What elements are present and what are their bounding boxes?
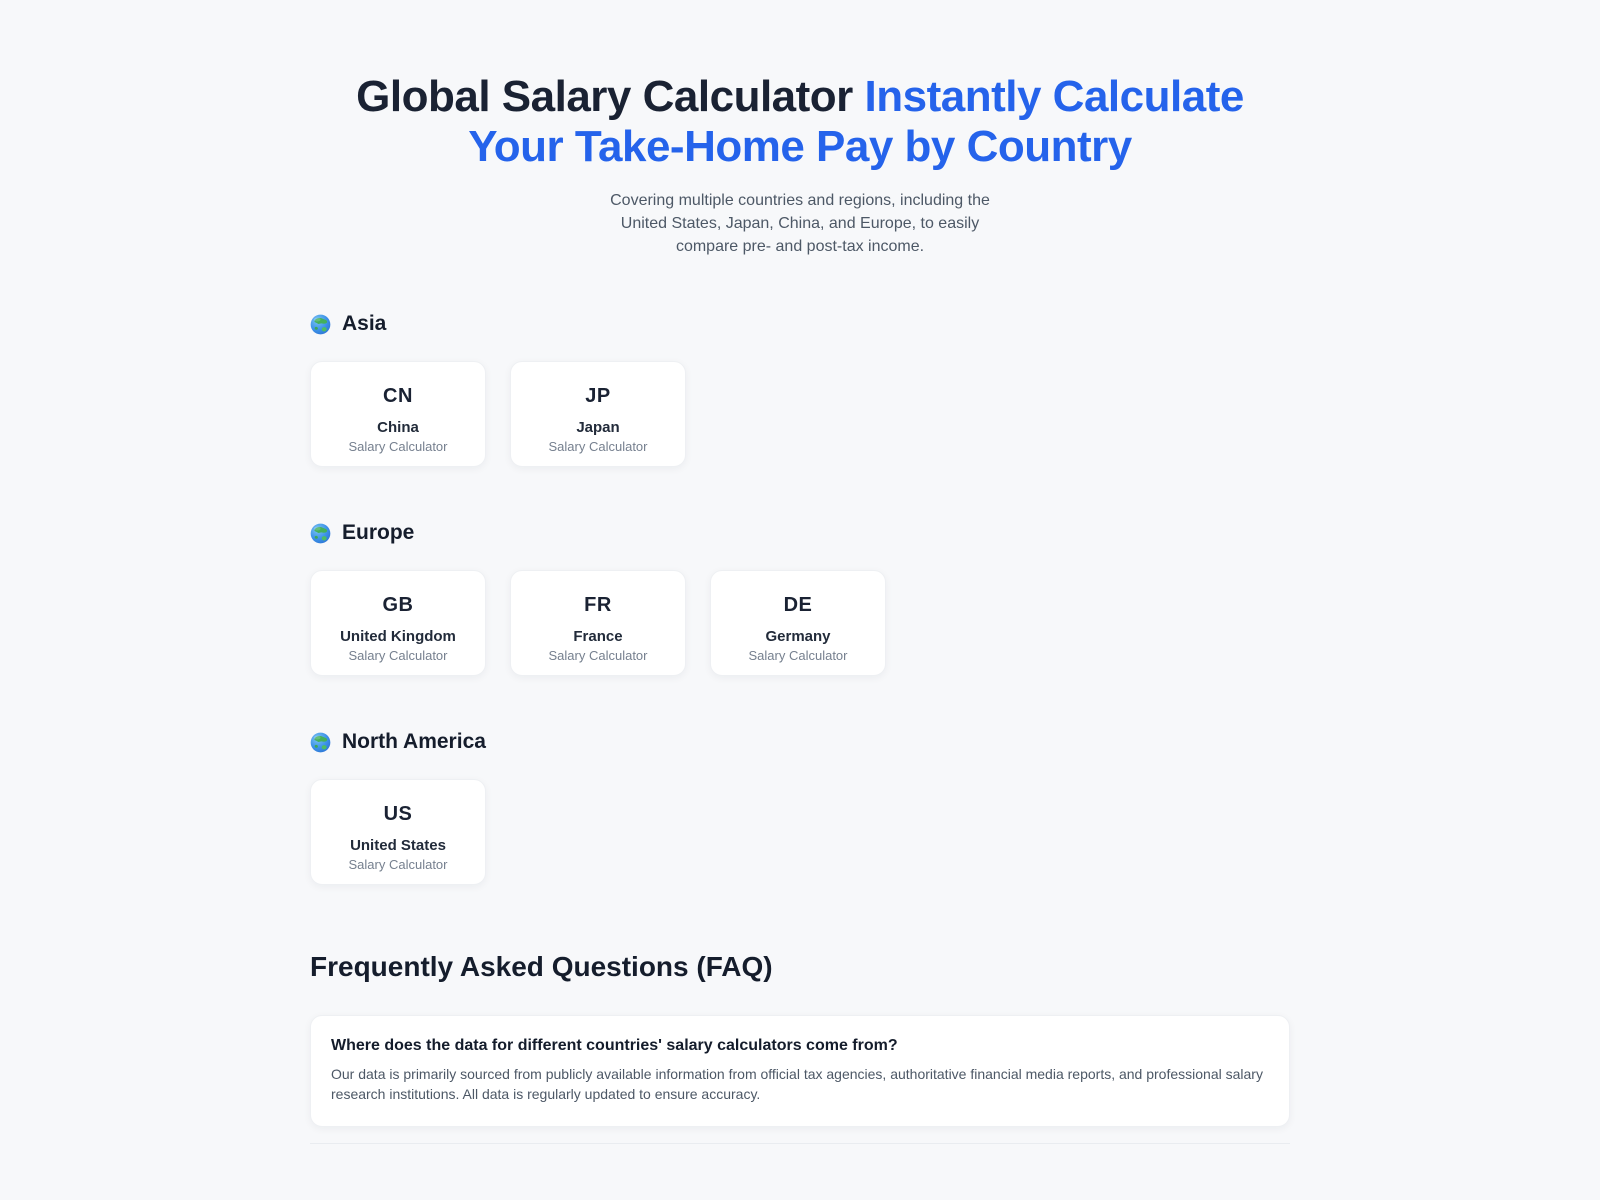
country-card-us[interactable]: US United States Salary Calculator: [310, 779, 486, 886]
page-subtitle: Covering multiple countries and regions,…: [610, 192, 990, 255]
country-code: US: [383, 803, 413, 826]
globe-asia-icon: [310, 314, 331, 335]
country-code: JP: [585, 385, 611, 408]
country-card-gb[interactable]: GB United Kingdom Salary Calculator: [310, 570, 486, 677]
country-card-de[interactable]: DE Germany Salary Calculator: [710, 570, 886, 677]
country-card-label: Salary Calculator: [748, 648, 848, 664]
page-content: Global Salary Calculator Instantly Calcu…: [310, 0, 1290, 1145]
country-card-label: Salary Calculator: [548, 439, 648, 455]
page-title-accent: Instantly Calculate Your Take-Home Pay b…: [468, 72, 1244, 172]
region-section-asia: Asia CN China Salary Calculator JP Japan…: [310, 312, 1290, 468]
country-name: Germany: [765, 628, 831, 646]
country-card-label: Salary Calculator: [348, 648, 448, 664]
country-card-label: Salary Calculator: [348, 857, 448, 873]
card-row: CN China Salary Calculator JP Japan Sala…: [310, 361, 1290, 468]
region-header: Europe: [310, 521, 1290, 545]
faq-answer: Our data is primarily sourced from publi…: [331, 1066, 1263, 1103]
country-name: Japan: [576, 419, 620, 437]
region-header: Asia: [310, 312, 1290, 336]
country-card-label: Salary Calculator: [348, 439, 448, 455]
card-row: GB United Kingdom Salary Calculator FR F…: [310, 570, 1290, 677]
country-name: France: [573, 628, 623, 646]
country-code: DE: [783, 594, 813, 617]
country-code: GB: [382, 594, 414, 617]
faq-item: Where does the data for different countr…: [310, 1015, 1290, 1128]
globe-europe-icon: [310, 523, 331, 544]
region-section-north-america: North America US United States Salary Ca…: [310, 730, 1290, 886]
country-card-fr[interactable]: FR France Salary Calculator: [510, 570, 686, 677]
country-name: United States: [350, 837, 446, 855]
country-code: CN: [383, 385, 413, 408]
country-card-jp[interactable]: JP Japan Salary Calculator: [510, 361, 686, 468]
region-section-europe: Europe GB United Kingdom Salary Calculat…: [310, 521, 1290, 677]
page-title: Global Salary Calculator Instantly Calcu…: [310, 72, 1290, 172]
region-title: Asia: [342, 312, 387, 336]
country-card-label: Salary Calculator: [548, 648, 648, 664]
page-title-dark: Global Salary Calculator: [356, 72, 853, 121]
region-title: North America: [342, 730, 486, 754]
section-divider: [310, 1143, 1290, 1145]
faq-heading: Frequently Asked Questions (FAQ): [310, 951, 773, 983]
globe-americas-icon: [310, 732, 331, 753]
faq-section: Frequently Asked Questions (FAQ) Where d…: [310, 951, 1290, 1145]
country-card-cn[interactable]: CN China Salary Calculator: [310, 361, 486, 468]
region-title: Europe: [342, 521, 415, 545]
country-code: FR: [584, 594, 612, 617]
region-header: North America: [310, 730, 1290, 754]
card-row: US United States Salary Calculator: [310, 779, 1290, 886]
country-name: United Kingdom: [340, 628, 456, 646]
country-name: China: [377, 419, 419, 437]
faq-question: Where does the data for different countr…: [331, 1037, 898, 1055]
